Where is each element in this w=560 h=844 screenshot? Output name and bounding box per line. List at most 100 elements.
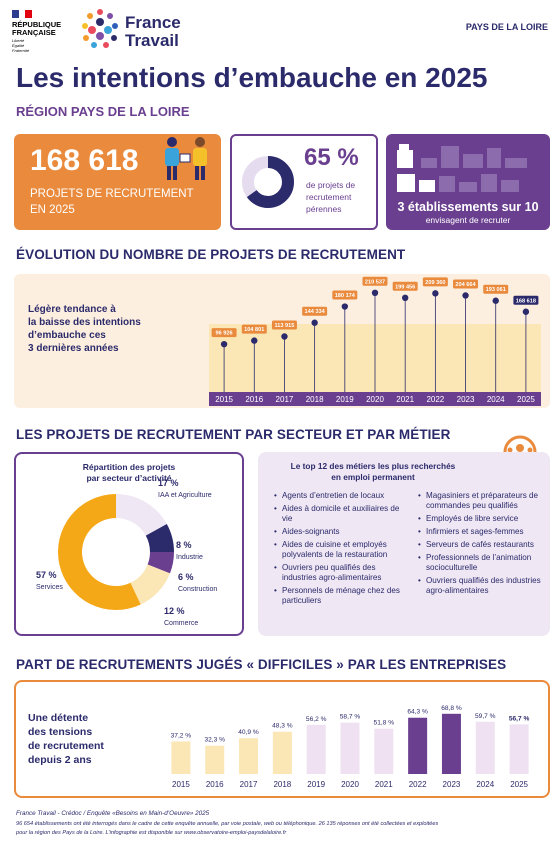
evolution-year-label: 2020	[366, 395, 384, 404]
list-item: Serveurs de cafés restaurants	[418, 540, 546, 550]
list-item: Magasiniers et préparateurs de commandes…	[418, 491, 546, 511]
region-tag: PAYS DE LA LOIRE	[465, 22, 548, 32]
list-item: Professionnels de l’animation sociocultu…	[418, 553, 546, 573]
pie-category-label: Commerce	[164, 620, 198, 627]
difficiles-value-label: 51,8 %	[374, 720, 395, 727]
motto-1: Liberté	[12, 38, 25, 43]
difficiles-year-label: 2021	[375, 780, 393, 789]
evolution-point	[281, 333, 288, 340]
kpi-perennial-label3: pérennes	[306, 204, 342, 214]
kpi-projects-label1: PROJETS DE RECRUTEMENT	[30, 188, 194, 200]
list-item: Aides-soignants	[274, 527, 404, 537]
list-item: Aides à domicile et auxiliaires de vie	[274, 504, 404, 524]
evolution-year-label: 2016	[245, 395, 263, 404]
kpi-perennial-label2: recrutement	[306, 192, 352, 202]
evolution-value-label: 204 664	[455, 282, 476, 288]
list-item: Ouvriers qualifiés des industries agro-a…	[418, 576, 546, 596]
list-item: Infirmiers et sages-femmes	[418, 527, 546, 537]
kpi-projects-value: 168 618	[30, 144, 139, 177]
perennial-donut	[242, 156, 294, 208]
evolution-year-label: 2019	[336, 395, 354, 404]
difficiles-bar	[475, 721, 495, 774]
difficiles-bar	[408, 717, 428, 774]
republique-logo: RÉPUBLIQUE FRANÇAISE Liberté Égalité Fra…	[12, 10, 82, 54]
difficiles-year-label: 2018	[273, 780, 291, 789]
footer-source: France Travail - Crédoc / Enquête «Besoi…	[16, 810, 210, 817]
kpi-projects-card: 168 618 PROJETS DE RECRUTEMENT EN 2025	[14, 134, 221, 230]
evolution-title: ÉVOLUTION DU NOMBRE DE PROJETS DE RECRUT…	[16, 247, 406, 262]
kpi-perennial-card: 65 % de projets de recrutement pérennes	[230, 134, 378, 230]
metiers-list-right: Magasiniers et préparateurs de commandes…	[418, 491, 546, 599]
pie-value-label: 8 %	[176, 540, 192, 550]
evolution-value-label: 193 061	[486, 287, 506, 293]
evolution-value-box	[453, 279, 479, 289]
evolution-chart: 96 926 2015 104 801 2016 113 915 2017 144 334 2…	[209, 276, 541, 406]
evolution-point	[522, 308, 530, 315]
evolution-comment-2: la baisse des intentions	[28, 317, 141, 328]
evolution-value-label: 199 456	[395, 284, 415, 290]
difficiles-comment-4: depuis 2 ans	[28, 754, 92, 766]
difficiles-bar	[374, 728, 394, 774]
difficiles-value-label: 59,7 %	[475, 713, 496, 720]
kpi-perennial-value: 65 %	[304, 144, 359, 171]
evolution-point	[311, 319, 318, 326]
pie-value-label: 12 %	[164, 606, 185, 616]
buildings-illustration-icon	[397, 144, 527, 192]
brand-line2: Travail	[125, 31, 179, 50]
difficiles-year-label: 2017	[240, 780, 258, 789]
republique-line1: RÉPUBLIQUE	[12, 20, 62, 29]
difficiles-value-label: 68,8 %	[441, 705, 462, 712]
difficiles-bar	[272, 731, 292, 774]
evolution-axis-band	[209, 392, 541, 406]
pie-slice	[57, 494, 141, 610]
evolution-year-label: 2025	[517, 395, 535, 404]
list-item: Agents d’entretien de locaux	[274, 491, 404, 501]
metiers-list-left: Agents d’entretien de locaux Aides à dom…	[274, 491, 404, 609]
difficiles-year-label: 2022	[409, 780, 427, 789]
evolution-value-box	[302, 306, 328, 316]
kpi-establishments-value: 3 établissements sur 10	[397, 200, 539, 214]
pie-value-label: 57 %	[36, 570, 57, 580]
evolution-value-label: 180 174	[335, 293, 356, 299]
pie-category-label: Industrie	[176, 554, 203, 561]
list-item: Ouvriers peu qualifiés des industries ag…	[274, 563, 404, 583]
pie-category-label: Services	[36, 584, 63, 591]
difficiles-value-label: 56,7 %	[509, 715, 530, 722]
difficiles-value-label: 40,9 %	[238, 729, 259, 736]
evolution-point	[432, 290, 439, 297]
motto-3: Fraternité	[12, 48, 30, 53]
difficiles-title: PART DE RECRUTEMENTS JUGÉS « DIFFICILES …	[16, 657, 507, 672]
evolution-value-box	[211, 328, 237, 338]
evolution-value-box	[392, 281, 418, 291]
evolution-year-label: 2015	[215, 395, 233, 404]
list-item: Aides de cuisine et employés polyvalents…	[274, 540, 404, 560]
difficiles-bar	[306, 724, 326, 774]
evolution-point	[251, 337, 258, 344]
difficiles-value-label: 48,3 %	[272, 723, 293, 730]
evolution-value-box	[332, 290, 358, 300]
evolution-year-label: 2018	[306, 395, 324, 404]
pie-slice	[116, 494, 167, 536]
difficiles-year-label: 2016	[206, 780, 224, 789]
difficiles-year-label: 2023	[443, 780, 461, 789]
difficiles-year-label: 2015	[172, 780, 190, 789]
evolution-value-box	[483, 284, 509, 294]
evolution-value-label: 209 360	[425, 280, 445, 286]
footer-note-2: pour la région des Pays de la Loire. L’i…	[16, 830, 287, 836]
list-item: Employés de libre service	[418, 514, 546, 524]
flag-icon	[12, 10, 33, 18]
metiers-title-1: Le top 12 des métiers les plus recherché…	[290, 461, 456, 471]
republique-line2: FRANÇAISE	[12, 28, 56, 37]
difficiles-value-label: 37,2 %	[171, 732, 192, 739]
kpi-projects-label2: EN 2025	[30, 204, 75, 216]
evolution-value-box	[513, 295, 539, 305]
sector-pie-chart: 17 % IAA et Agriculture 8 % Industrie 6 % Con…	[36, 478, 217, 627]
kpi-establishments-card: 3 établissements sur 10 envisagent de re…	[386, 134, 550, 230]
evolution-value-label: 104 801	[244, 327, 264, 333]
difficiles-value-label: 64,3 %	[407, 709, 428, 716]
evolution-value-label: 168 618	[516, 298, 536, 304]
evolution-year-label: 2023	[457, 395, 475, 404]
evolution-year-label: 2017	[276, 395, 294, 404]
difficiles-bar	[441, 713, 461, 774]
evolution-year-label: 2021	[396, 395, 414, 404]
